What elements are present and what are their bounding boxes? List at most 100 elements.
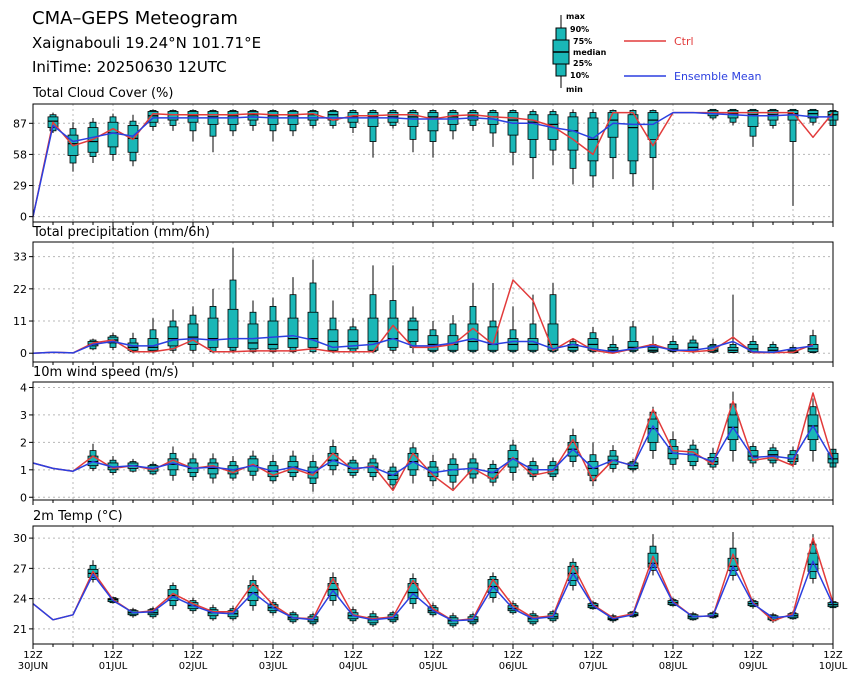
legend-p10: 10% [570, 71, 589, 80]
box-p25-p75 [167, 111, 179, 121]
box-mark [407, 573, 419, 609]
box-mark [347, 109, 359, 133]
y-tick-label: 87 [13, 117, 27, 130]
box-mark [267, 454, 279, 484]
y-tick-label: 0 [20, 347, 27, 360]
box-mark [547, 282, 559, 354]
box-mark [467, 109, 479, 131]
box-mark [627, 321, 639, 354]
x-tick-label-date: 03JUL [259, 661, 288, 672]
box-mark [647, 109, 659, 190]
panel-title: 2m Temp (°C) [33, 509, 123, 524]
legend-p75: 75% [573, 37, 592, 46]
x-tick-label-date: 08JUL [659, 661, 688, 672]
y-tick-label: 58 [13, 148, 27, 161]
box-p25-p75 [267, 320, 279, 350]
box-p25-p75 [527, 114, 539, 140]
y-tick-label: 3 [20, 409, 27, 422]
box-mark [267, 297, 279, 354]
box-p25-p75 [207, 317, 219, 348]
panel-title: Total precipitation (mm/6h) [32, 225, 210, 240]
box-mark [187, 306, 199, 354]
box-p25-p75 [227, 308, 239, 348]
box-mark [167, 109, 179, 131]
x-tick-label-hour: 12Z [263, 650, 283, 661]
box-mark [607, 109, 619, 180]
panel-frame [32, 103, 834, 223]
box-mark [67, 122, 79, 172]
ctrl-line [32, 392, 834, 492]
x-tick-label-date: 05JUL [419, 661, 448, 672]
y-tick-label: 21 [13, 623, 27, 636]
mean-line [32, 334, 814, 354]
box-legend: max 90% 75% median 25% 10% min [552, 12, 607, 94]
box-p25-p75 [627, 114, 639, 162]
box-p25-p75 [647, 112, 659, 140]
panel-1: Total Cloud Cover (%) 0 29 58 87 [13, 86, 839, 227]
box-p25-p75 [647, 346, 659, 353]
box-p25-p75 [107, 121, 119, 148]
box-mark [527, 294, 539, 354]
box-mark [207, 109, 219, 153]
x-tick-label-hour: 12Z [183, 650, 203, 661]
y-tick-label: 0 [20, 211, 27, 224]
box-p25-p75 [647, 552, 659, 568]
panel-title: 10m wind speed (m/s) [33, 365, 179, 380]
box-mark [387, 109, 399, 129]
panel-3: 10m wind speed (m/s) 0 1 2 3 4 [20, 365, 839, 505]
box-mark [527, 109, 539, 180]
box-p25-p75 [187, 111, 199, 123]
box-mark [367, 109, 379, 158]
box-p25-p75 [327, 329, 339, 351]
box-mark [227, 247, 239, 354]
x-tick-label-hour: 12Z [823, 650, 843, 661]
box-p25-p75 [367, 317, 379, 351]
y-tick-label: 11 [13, 315, 27, 328]
box-mark [307, 109, 319, 129]
x-tick-label-hour: 12Z [663, 650, 683, 661]
y-tick-label: 24 [13, 593, 27, 606]
box-series [87, 247, 819, 354]
legend-mean-label: Ensemble Mean [674, 70, 761, 83]
x-tick-label-date: 10JUL [819, 661, 848, 672]
x-tick-label-hour: 12Z [343, 650, 363, 661]
x-tick-label-date: 07JUL [579, 661, 608, 672]
box-p25-p75 [247, 111, 259, 121]
box-mark [227, 109, 239, 137]
panel-frame [32, 381, 834, 501]
panel-frame [32, 241, 834, 363]
box-mark [427, 109, 439, 158]
box-p25-p75 [467, 323, 479, 351]
box-p10-p90 [529, 323, 537, 353]
initime-label: IniTime: 20250630 12UTC [32, 58, 227, 76]
box-mark [207, 288, 219, 354]
x-tick-label-hour: 12Z [23, 650, 43, 661]
box-series [87, 391, 839, 492]
box-mark [307, 259, 319, 354]
box-p25-p75 [567, 116, 579, 151]
box-series [47, 108, 839, 206]
y-tick-label: 29 [13, 180, 27, 193]
box-mark [547, 109, 559, 166]
box-mark [207, 453, 219, 484]
box-mark [787, 108, 799, 206]
y-tick-label: 30 [13, 532, 27, 545]
box-mark [807, 534, 819, 584]
box-p25-p75 [187, 323, 199, 345]
box-p25-p75 [167, 326, 179, 347]
box-p25-p75 [747, 110, 759, 127]
box-p25-p75 [427, 335, 439, 351]
box-p25-p75 [727, 557, 739, 571]
box-mark [447, 453, 459, 490]
box-mark [447, 109, 459, 140]
box-p10-p90 [789, 108, 797, 142]
y-tick-label: 4 [20, 381, 27, 394]
x-tick-label-hour: 12Z [583, 650, 603, 661]
box-p25-p75 [547, 323, 559, 351]
box-mark [107, 113, 119, 161]
box-mark [427, 321, 439, 354]
x-tick-label-hour: 12Z [103, 650, 123, 661]
box-p25-p75 [387, 317, 399, 348]
mean-line [32, 111, 833, 217]
box-mark [247, 109, 259, 131]
